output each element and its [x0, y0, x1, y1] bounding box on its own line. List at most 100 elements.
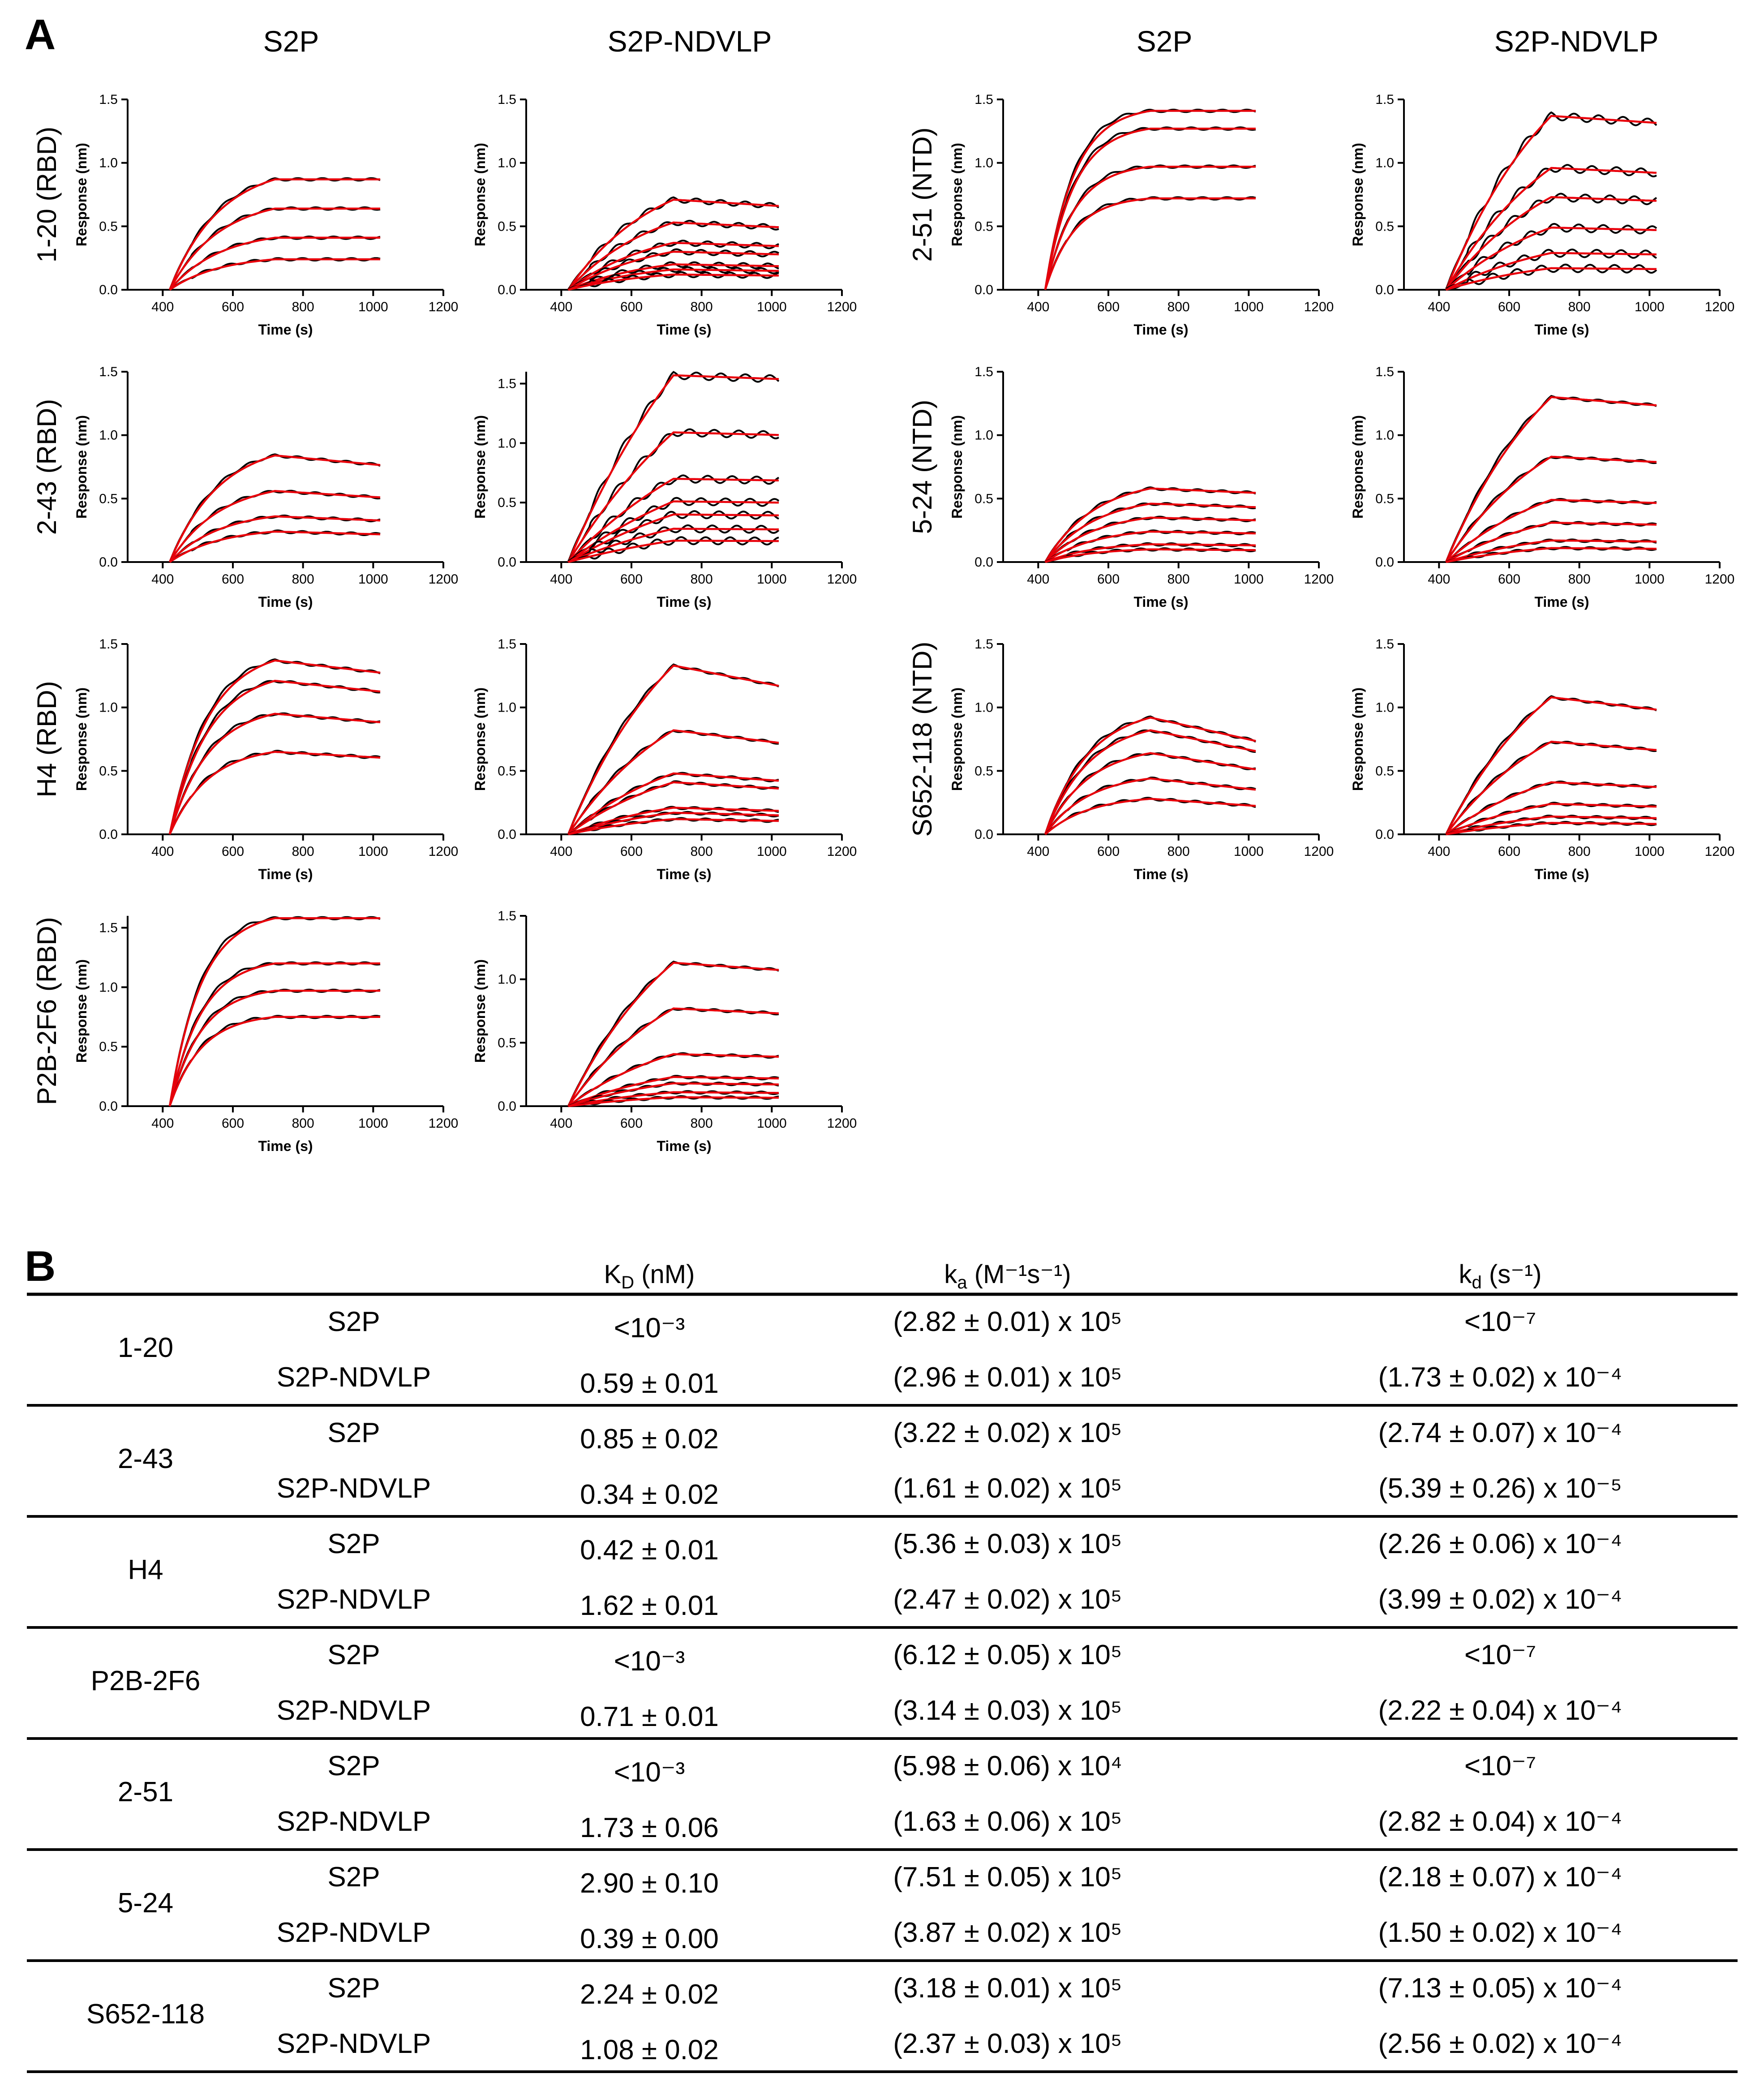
y-axis-label: Response (nm): [73, 415, 90, 519]
fit-curve: [1445, 455, 1657, 563]
x-tick-label: 400: [550, 844, 572, 859]
row-label: 1-20 (RBD): [32, 127, 62, 262]
data-curve: [169, 658, 381, 835]
fit-curve: [1445, 498, 1657, 563]
y-tick-label: 0.0: [99, 555, 118, 570]
y-tick-label: 1.5: [974, 637, 993, 652]
y-tick-label: 1.5: [99, 921, 118, 936]
ka-cell: (2.37 ± 0.03) x 10⁵: [893, 2028, 1122, 2059]
fit-curve: [567, 477, 779, 563]
x-tick-label: 1200: [1705, 844, 1735, 859]
y-axis-label: Response (nm): [472, 687, 488, 791]
fit-curve: [168, 751, 381, 835]
y-axis-label: Response (nm): [73, 143, 90, 246]
x-tick-label: 1000: [358, 844, 388, 859]
y-tick-label: 0.5: [1375, 764, 1394, 778]
antigen-cell: S2P-NDVLP: [277, 1917, 431, 1948]
x-tick-label: 800: [1167, 300, 1190, 314]
y-tick-label: 0.0: [974, 283, 993, 297]
data-curve: [567, 371, 780, 562]
fit-curve: [1044, 197, 1256, 290]
fit-curve: [1044, 516, 1256, 563]
x-tick-label: 1200: [827, 844, 857, 859]
kdis-cell: <10⁻⁷: [1464, 1640, 1536, 1670]
y-tick-label: 1.0: [974, 700, 993, 715]
y-tick-label: 1.5: [974, 365, 993, 379]
data-curve: [1044, 729, 1256, 834]
fit-curve: [1446, 816, 1657, 836]
kd-cell: 0.59 ± 0.01: [580, 1368, 719, 1399]
data-curve: [169, 680, 381, 834]
kdis-cell: (2.26 ± 0.06) x 10⁻⁴: [1378, 1528, 1622, 1559]
y-axis-label: Response (nm): [949, 687, 965, 791]
fit-curve: [567, 962, 779, 1107]
fit-curve: [1445, 781, 1657, 835]
fit-curve: [567, 1007, 779, 1107]
x-axis-label: Time (s): [258, 594, 313, 610]
data-curve: [1044, 108, 1256, 290]
y-tick-label: 1.5: [498, 92, 516, 107]
y-tick-label: 1.5: [99, 637, 118, 652]
table-group: 5-24 S2P 2.90 ± 0.10 (7.51 ± 0.05) x 10⁵ (2.…: [27, 1862, 1738, 1962]
fit-curve: [168, 962, 380, 1107]
fit-curve: [1445, 396, 1657, 562]
fit-curve: [567, 500, 779, 563]
antigen-cell: S2P: [327, 1640, 380, 1670]
kd-cell: <10⁻³: [614, 1757, 685, 1788]
fit-curve: [1445, 696, 1657, 835]
fit-curve: [169, 236, 380, 291]
data-curve: [568, 536, 779, 563]
y-tick-label: 0.0: [1375, 555, 1394, 570]
sensorgram-panel: 0.0 0.5 1.0 1.5 400 600 800 1000 1200 Time (s) Res…: [907, 365, 1334, 610]
x-tick-label: 1200: [429, 844, 459, 859]
fit-curve: [568, 1096, 779, 1108]
sensorgram-panel: 0.0 0.5 1.0 1.5 400 600 800 1000 1200 Time (s) Res…: [472, 92, 857, 338]
y-tick-label: 0.5: [974, 764, 993, 778]
table-group: 1-20 S2P <10⁻³ (2.82 ± 0.01) x 10⁵ <10⁻⁷ S2P-…: [27, 1306, 1738, 1407]
kd-cell: 0.85 ± 0.02: [580, 1424, 719, 1455]
y-tick-label: 1.0: [498, 700, 516, 715]
x-tick-label: 1000: [358, 572, 388, 587]
header-ka: ka (M⁻¹s⁻¹): [944, 1260, 1071, 1292]
fit-curve: [1044, 127, 1256, 290]
kd-cell: <10⁻³: [614, 1313, 685, 1344]
y-tick-label: 0.5: [498, 764, 516, 778]
y-tick-label: 1.0: [99, 156, 118, 171]
x-tick-label: 1000: [1234, 844, 1264, 859]
y-tick-label: 1.0: [1375, 156, 1394, 171]
antibody-name: 2-51: [118, 1777, 173, 1807]
data-curve: [1044, 486, 1256, 562]
x-tick-label: 800: [1568, 572, 1591, 587]
y-tick-label: 1.0: [1375, 700, 1394, 715]
y-tick-label: 0.0: [498, 827, 516, 842]
y-tick-label: 0.5: [974, 491, 993, 506]
fit-curve: [567, 221, 779, 291]
x-tick-label: 600: [222, 844, 244, 859]
sensorgram-panel: 0.0 0.5 1.0 1.5 400 600 800 1000 1200 Time (s) Res…: [32, 92, 458, 338]
kdis-cell: (2.82 ± 0.04) x 10⁻⁴: [1378, 1806, 1622, 1837]
kdis-cell: (1.73 ± 0.02) x 10⁻⁴: [1378, 1362, 1622, 1393]
data-curve: [1446, 223, 1657, 291]
antigen-cell: S2P-NDVLP: [277, 1362, 431, 1393]
y-tick-label: 1.5: [498, 909, 516, 923]
kd-cell: 0.39 ± 0.00: [580, 1923, 719, 1954]
x-tick-label: 1000: [1635, 572, 1665, 587]
sensorgram-panel: 0.0 0.5 1.0 1.5 400 600 800 1000 1200 Time (s) Res…: [32, 637, 458, 882]
x-tick-label: 400: [151, 300, 174, 314]
x-tick-label: 1200: [1705, 300, 1735, 314]
kd-cell: 1.73 ± 0.06: [580, 1812, 719, 1843]
kdis-cell: (7.13 ± 0.05) x 10⁻⁴: [1378, 1973, 1622, 2004]
fit-curve: [1445, 226, 1657, 291]
kdis-cell: <10⁻⁷: [1464, 1751, 1536, 1782]
y-tick-label: 0.5: [498, 219, 516, 234]
fit-curve: [567, 1053, 779, 1107]
x-tick-label: 1200: [1304, 300, 1334, 314]
x-tick-label: 400: [151, 844, 174, 859]
y-axis-label: Response (nm): [1350, 143, 1366, 246]
x-axis-label: Time (s): [1133, 866, 1188, 882]
ka-cell: (6.12 ± 0.05) x 10⁵: [893, 1640, 1122, 1670]
fit-curve: [567, 250, 779, 291]
kdis-cell: (3.99 ± 0.02) x 10⁻⁴: [1378, 1584, 1622, 1615]
fit-curve: [168, 454, 381, 562]
